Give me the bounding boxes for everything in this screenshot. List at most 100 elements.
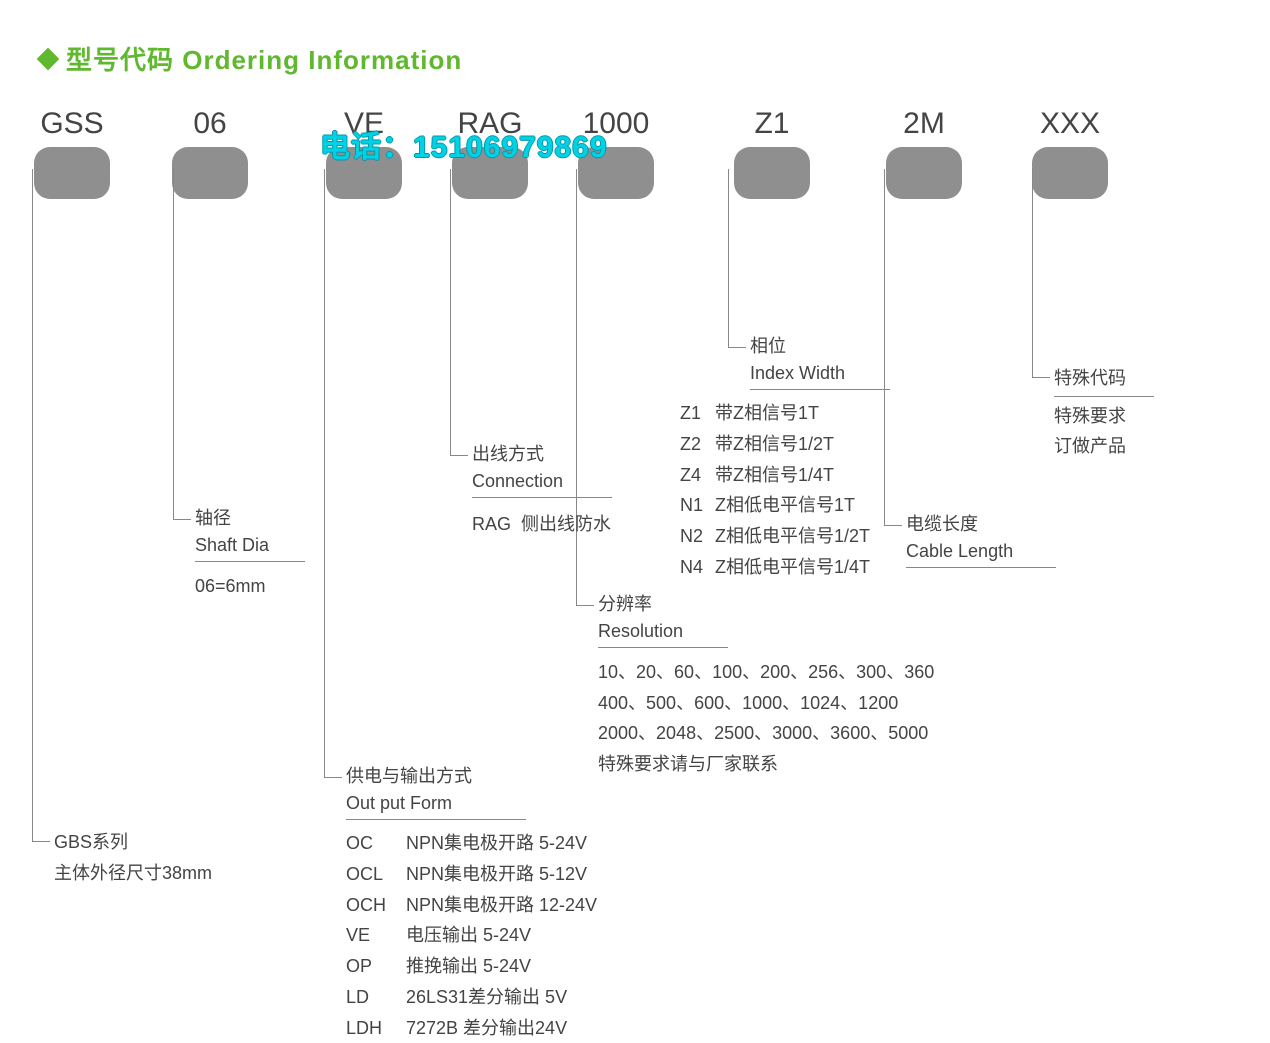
code-label: RAG bbox=[457, 107, 522, 141]
ordering-diagram: GSS 06 VE RAG 1000 Z1 2M XXX bbox=[0, 77, 1270, 199]
cable-en: Cable Length bbox=[906, 538, 1056, 568]
connector-tick bbox=[324, 777, 342, 778]
connector-line bbox=[450, 169, 451, 455]
out-desc: 电压输出 5-24V bbox=[406, 921, 597, 950]
out-desc: NPN集电极开路 12-24V bbox=[406, 891, 597, 920]
out-desc: NPN集电极开路 5-24V bbox=[406, 829, 597, 858]
out-code: OCL bbox=[346, 860, 386, 889]
connector-line bbox=[32, 169, 33, 841]
connector-tick bbox=[450, 455, 468, 456]
connector-tick bbox=[173, 519, 191, 520]
idx-desc: 带Z相信号1T bbox=[715, 399, 870, 428]
code-item-z1: Z1 bbox=[734, 107, 810, 199]
idx-desc: Z相低电平信号1T bbox=[715, 491, 870, 520]
code-item-1000: 1000 bbox=[578, 107, 654, 199]
code-label: VE bbox=[344, 107, 384, 141]
code-label: Z1 bbox=[754, 107, 789, 141]
code-chip bbox=[578, 147, 654, 199]
desc-index: Z1 带Z相信号1T Z2 带Z相信号1/2T Z4 带Z相信号1/4T N1 Z相低电… bbox=[680, 399, 870, 582]
code-label: XXX bbox=[1040, 107, 1100, 141]
out-code: OCH bbox=[346, 891, 386, 920]
idx-desc: Z相低电平信号1/4T bbox=[715, 553, 870, 582]
title-shaft: 轴径 Shaft Dia bbox=[195, 505, 305, 562]
diamond-icon bbox=[37, 47, 60, 70]
idx-code: Z1 bbox=[680, 399, 703, 428]
res-line: 10、20、60、100、200、256、300、360 bbox=[598, 657, 934, 688]
out-desc: 推挽输出 5-24V bbox=[406, 952, 597, 981]
idx-code: N1 bbox=[680, 491, 703, 520]
out-desc: 7272B 差分输出24V bbox=[406, 1014, 597, 1043]
code-chip bbox=[452, 147, 528, 199]
res-en: Resolution bbox=[598, 618, 728, 648]
header-title: 型号代码 Ordering Information bbox=[66, 40, 462, 77]
shaft-val: 06=6mm bbox=[195, 576, 266, 596]
title-connection: 出线方式 Connection bbox=[472, 441, 612, 498]
idx-desc: 带Z相信号1/2T bbox=[715, 430, 870, 459]
idx-code: N4 bbox=[680, 553, 703, 582]
code-chip bbox=[1032, 147, 1108, 199]
title-index: 相位 Index Width bbox=[750, 333, 890, 390]
connector-line bbox=[728, 169, 729, 347]
output-table: OC NPN集电极开路 5-24V OCL NPN集电极开路 5-12V OCH NP… bbox=[346, 829, 597, 1043]
special-line: 特殊代码 bbox=[1054, 363, 1154, 397]
desc-special: 特殊代码 特殊要求 订做产品 bbox=[1054, 363, 1154, 462]
code-item-rag: RAG bbox=[452, 107, 528, 199]
idx-desc: 带Z相信号1/4T bbox=[715, 461, 870, 490]
header-title-en: Ordering Information bbox=[182, 45, 462, 75]
res-line: 400、500、600、1000、1024、1200 bbox=[598, 688, 934, 719]
code-chip bbox=[886, 147, 962, 199]
res-cn: 分辨率 bbox=[598, 594, 652, 614]
idx-code: N2 bbox=[680, 522, 703, 551]
idx-desc: Z相低电平信号1/2T bbox=[715, 522, 870, 551]
output-cn: 供电与输出方式 bbox=[346, 766, 472, 786]
out-code: LD bbox=[346, 983, 386, 1012]
header-title-cn: 型号代码 bbox=[66, 45, 174, 75]
out-code: OC bbox=[346, 829, 386, 858]
shaft-en: Shaft Dia bbox=[195, 532, 305, 562]
desc-connection: RAG 侧出线防水 bbox=[472, 509, 611, 540]
gss-line: 主体外径尺寸38mm bbox=[54, 858, 212, 889]
conn-code: RAG bbox=[472, 514, 511, 534]
output-en: Out put Form bbox=[346, 790, 526, 820]
special-line: 订做产品 bbox=[1054, 431, 1154, 462]
index-table: Z1 带Z相信号1T Z2 带Z相信号1/2T Z4 带Z相信号1/4T N1 Z相低电… bbox=[680, 399, 870, 582]
conn-cn: 出线方式 bbox=[472, 444, 544, 464]
code-item-2m: 2M bbox=[886, 107, 962, 199]
idx-code: Z2 bbox=[680, 430, 703, 459]
cable-cn: 电缆长度 bbox=[906, 514, 978, 534]
desc-gss: GBS系列 主体外径尺寸38mm bbox=[54, 827, 212, 888]
conn-desc: 侧出线防水 bbox=[521, 514, 611, 534]
connector-tick bbox=[32, 841, 50, 842]
connector-tick bbox=[728, 347, 746, 348]
desc-output: OC NPN集电极开路 5-24V OCL NPN集电极开路 5-12V OCH NP… bbox=[346, 829, 597, 1043]
special-line: 特殊要求 bbox=[1054, 401, 1154, 432]
connector-line bbox=[324, 169, 325, 777]
code-item-06: 06 bbox=[172, 107, 248, 199]
shaft-cn: 轴径 bbox=[195, 508, 231, 528]
idx-code: Z4 bbox=[680, 461, 703, 490]
code-chip bbox=[34, 147, 110, 199]
connector-tick bbox=[884, 525, 902, 526]
connector-tick bbox=[1032, 377, 1050, 378]
out-code: OP bbox=[346, 952, 386, 981]
connector-line bbox=[173, 169, 174, 519]
code-chip bbox=[172, 147, 248, 199]
desc-resolution: 10、20、60、100、200、256、300、360 400、500、600… bbox=[598, 657, 934, 779]
title-cable: 电缆长度 Cable Length bbox=[906, 511, 1056, 568]
res-line: 2000、2048、2500、3000、3600、5000 bbox=[598, 718, 934, 749]
conn-en: Connection bbox=[472, 468, 612, 498]
code-item-ve: VE bbox=[326, 107, 402, 199]
code-row: GSS 06 VE RAG 1000 Z1 2M XXX bbox=[40, 107, 1230, 199]
section-header: 型号代码 Ordering Information bbox=[0, 0, 1270, 77]
res-note: 特殊要求请与厂家联系 bbox=[598, 749, 934, 780]
desc-shaft: 06=6mm bbox=[195, 571, 266, 602]
idx-cn: 相位 bbox=[750, 336, 786, 356]
gss-line: GBS系列 bbox=[54, 827, 212, 858]
code-label: 2M bbox=[903, 107, 945, 141]
out-code: LDH bbox=[346, 1014, 386, 1043]
out-desc: 26LS31差分输出 5V bbox=[406, 983, 597, 1012]
code-chip bbox=[734, 147, 810, 199]
code-item-gss: GSS bbox=[34, 107, 110, 199]
code-label: GSS bbox=[40, 107, 103, 141]
out-desc: NPN集电极开路 5-12V bbox=[406, 860, 597, 889]
